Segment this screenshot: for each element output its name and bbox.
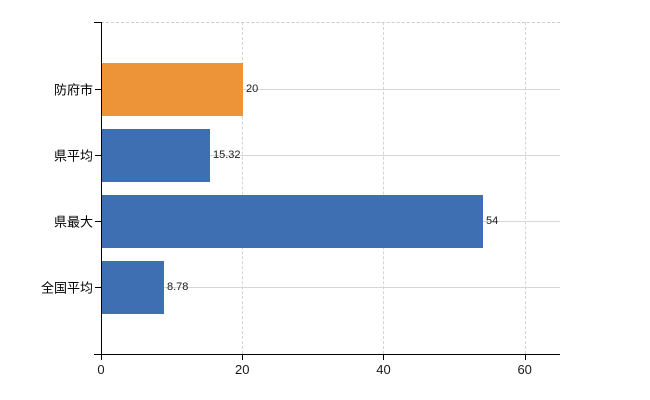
y-axis-top-tick xyxy=(94,22,101,23)
horizontal-gridline xyxy=(101,287,560,288)
x-axis-tick-label: 0 xyxy=(97,362,105,377)
y-axis-line xyxy=(101,22,102,360)
x-axis-line xyxy=(94,354,560,355)
bar-value-label: 15.32 xyxy=(213,149,241,161)
x-axis-tick xyxy=(242,354,244,360)
bar-value-label: 54 xyxy=(486,215,499,227)
plot-top-border xyxy=(101,22,560,23)
y-axis-tick xyxy=(95,221,101,222)
bar-value-label: 8.78 xyxy=(167,281,189,293)
x-axis-tick xyxy=(383,354,385,360)
horizontal-gridline xyxy=(101,89,560,90)
y-axis-tick xyxy=(95,155,101,156)
category-label: 全国平均 xyxy=(40,280,93,296)
horizontal-gridline xyxy=(101,155,560,156)
bar-1 xyxy=(102,129,210,182)
x-axis-tick xyxy=(524,354,526,360)
x-axis-tick xyxy=(101,354,102,360)
vertical-gridline xyxy=(524,22,526,354)
y-axis-tick xyxy=(95,89,101,90)
category-label: 県平均 xyxy=(53,148,93,164)
x-axis-tick-label: 60 xyxy=(517,362,532,377)
bar-3 xyxy=(102,261,164,314)
x-axis-tick-label: 40 xyxy=(376,362,391,377)
bar-value-label: 20 xyxy=(246,83,259,95)
category-label: 県最大 xyxy=(53,214,93,230)
bar-2 xyxy=(102,195,483,248)
y-axis-tick xyxy=(95,287,101,288)
vertical-gridline xyxy=(383,22,385,354)
x-axis-tick-label: 20 xyxy=(234,362,250,377)
vertical-gridline xyxy=(242,22,244,354)
bar-0 xyxy=(102,63,243,116)
category-label: 防府市 xyxy=(53,82,93,98)
